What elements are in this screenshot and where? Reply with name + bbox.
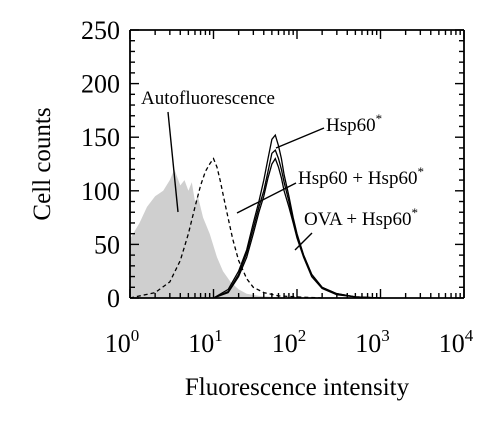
ticks-layer <box>129 29 465 299</box>
x-axis-title: Fluorescence intensity <box>185 374 410 401</box>
x-tick-label: 102 <box>272 326 307 358</box>
x-tick-label: 100 <box>105 326 140 358</box>
annotation-ova-hsp60-leader <box>294 232 313 251</box>
annotation-ova-hsp60: OVA + Hsp60* <box>304 205 418 230</box>
annotation-autofluorescence: Autofluorescence <box>141 88 275 109</box>
series-1-line <box>129 157 323 299</box>
annotation-hsp60: Hsp60* <box>326 111 382 136</box>
annotation-hsp60-hsp60: Hsp60 + Hsp60* <box>298 164 424 189</box>
annotation-autofluorescence-leader <box>167 111 179 213</box>
series-layer <box>129 133 381 299</box>
annotation-hsp60-hsp60-leader <box>236 182 297 214</box>
x-tick-label: 103 <box>355 326 390 358</box>
y-axis-title: Cell counts <box>29 107 56 220</box>
annotations: Autofluorescence Hsp60* Hsp60 + Hsp60* O… <box>141 88 424 251</box>
y-tick-label: 0 <box>107 284 120 313</box>
annotation-hsp60-leader <box>275 127 325 149</box>
y-tick-label: 150 <box>81 123 120 152</box>
y-tick-label: 50 <box>94 230 120 259</box>
series-0-area <box>130 169 285 298</box>
y-tick-label: 250 <box>81 16 120 45</box>
series-3-line <box>213 148 381 299</box>
series-4-line <box>213 157 381 299</box>
x-tick-label: 101 <box>188 326 223 358</box>
y-tick-label: 100 <box>81 177 120 206</box>
y-tick-label: 200 <box>81 70 120 99</box>
x-tick-label: 104 <box>439 326 474 358</box>
tick-labels-layer: 0 50 100 150 200 250 100 101 102 103 104 <box>81 16 474 358</box>
